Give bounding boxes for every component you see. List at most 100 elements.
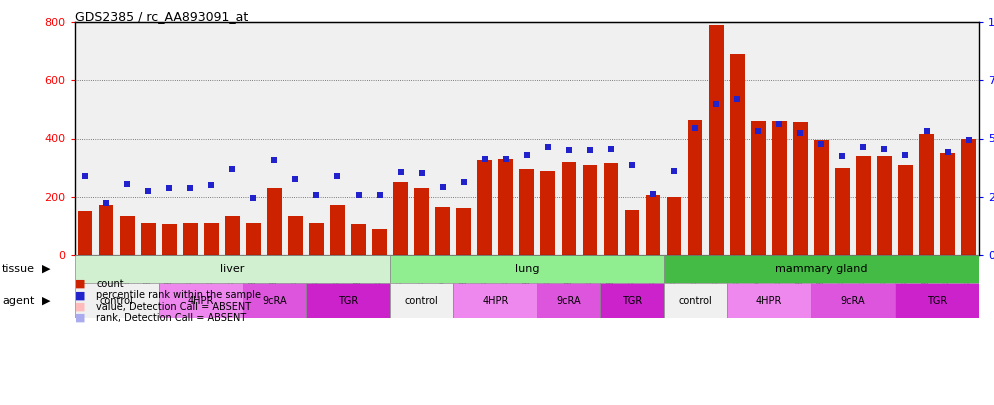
Bar xyxy=(390,283,453,318)
Bar xyxy=(309,223,324,255)
Bar xyxy=(793,122,808,255)
Bar xyxy=(895,283,979,318)
Text: count: count xyxy=(96,279,124,289)
Bar xyxy=(225,216,240,255)
Bar xyxy=(159,283,243,318)
Bar xyxy=(814,140,829,255)
Text: TGR: TGR xyxy=(926,296,947,305)
Text: ▶: ▶ xyxy=(42,264,51,274)
Bar xyxy=(600,283,664,318)
Text: 4HPR: 4HPR xyxy=(188,296,214,305)
Bar xyxy=(75,283,159,318)
Bar xyxy=(204,223,219,255)
Bar xyxy=(811,283,895,318)
Bar xyxy=(835,168,850,255)
Bar xyxy=(664,283,727,318)
Bar xyxy=(624,210,639,255)
Bar xyxy=(141,223,155,255)
Bar xyxy=(582,165,597,255)
Bar xyxy=(183,223,198,255)
Text: 9cRA: 9cRA xyxy=(841,296,865,305)
Bar xyxy=(246,223,260,255)
Bar xyxy=(877,156,892,255)
Bar xyxy=(750,121,765,255)
Bar xyxy=(646,195,660,255)
Text: 4HPR: 4HPR xyxy=(755,296,782,305)
Text: ■: ■ xyxy=(75,313,85,323)
Text: TGR: TGR xyxy=(338,296,358,305)
Text: control: control xyxy=(99,296,133,305)
Bar xyxy=(98,205,113,255)
Text: lung: lung xyxy=(515,264,539,274)
Bar xyxy=(390,255,664,283)
Text: 9cRA: 9cRA xyxy=(262,296,286,305)
Bar xyxy=(372,229,387,255)
Text: control: control xyxy=(405,296,438,305)
Bar xyxy=(456,209,471,255)
Bar xyxy=(98,205,113,255)
Bar xyxy=(306,283,390,318)
Bar xyxy=(541,171,556,255)
Bar xyxy=(288,216,303,255)
Text: ■: ■ xyxy=(75,302,85,311)
Bar xyxy=(120,216,134,255)
Text: 4HPR: 4HPR xyxy=(482,296,509,305)
Bar xyxy=(727,283,811,318)
Bar xyxy=(667,197,682,255)
Bar xyxy=(351,224,366,255)
Text: ■: ■ xyxy=(75,279,85,289)
Bar xyxy=(394,182,408,255)
Bar xyxy=(453,283,538,318)
Text: value, Detection Call = ABSENT: value, Detection Call = ABSENT xyxy=(96,302,251,311)
Bar xyxy=(162,224,177,255)
Bar xyxy=(899,165,912,255)
Bar xyxy=(498,159,513,255)
Bar xyxy=(204,223,219,255)
Bar xyxy=(603,163,618,255)
Text: percentile rank within the sample: percentile rank within the sample xyxy=(96,290,261,300)
Bar xyxy=(162,224,177,255)
Bar xyxy=(243,283,306,318)
Bar xyxy=(856,156,871,255)
Bar xyxy=(141,223,155,255)
Text: agent: agent xyxy=(2,296,35,305)
Bar xyxy=(267,188,281,255)
Text: mammary gland: mammary gland xyxy=(775,264,868,274)
Bar xyxy=(961,139,976,255)
Bar xyxy=(288,216,303,255)
Bar xyxy=(520,169,534,255)
Bar xyxy=(351,224,366,255)
Bar xyxy=(225,216,240,255)
Bar xyxy=(330,205,345,255)
Bar xyxy=(435,207,450,255)
Bar xyxy=(414,188,429,255)
Text: rank, Detection Call = ABSENT: rank, Detection Call = ABSENT xyxy=(96,313,247,323)
Bar xyxy=(75,255,390,283)
Bar xyxy=(688,119,703,255)
Bar xyxy=(538,283,600,318)
Text: control: control xyxy=(678,296,712,305)
Bar xyxy=(309,223,324,255)
Bar xyxy=(372,229,387,255)
Text: ■: ■ xyxy=(75,290,85,300)
Bar xyxy=(624,210,639,255)
Text: liver: liver xyxy=(220,264,245,274)
Bar xyxy=(78,211,92,255)
Bar xyxy=(78,211,92,255)
Bar xyxy=(664,255,979,283)
Bar xyxy=(919,134,934,255)
Bar xyxy=(120,216,134,255)
Bar xyxy=(940,153,955,255)
Text: 9cRA: 9cRA xyxy=(557,296,581,305)
Bar xyxy=(772,121,786,255)
Text: tissue: tissue xyxy=(2,264,35,274)
Bar xyxy=(709,25,724,255)
Bar xyxy=(330,205,345,255)
Bar xyxy=(183,223,198,255)
Bar xyxy=(562,162,577,255)
Text: ▶: ▶ xyxy=(42,296,51,305)
Text: TGR: TGR xyxy=(622,296,642,305)
Bar xyxy=(477,160,492,255)
Text: GDS2385 / rc_AA893091_at: GDS2385 / rc_AA893091_at xyxy=(75,10,248,23)
Bar xyxy=(730,54,745,255)
